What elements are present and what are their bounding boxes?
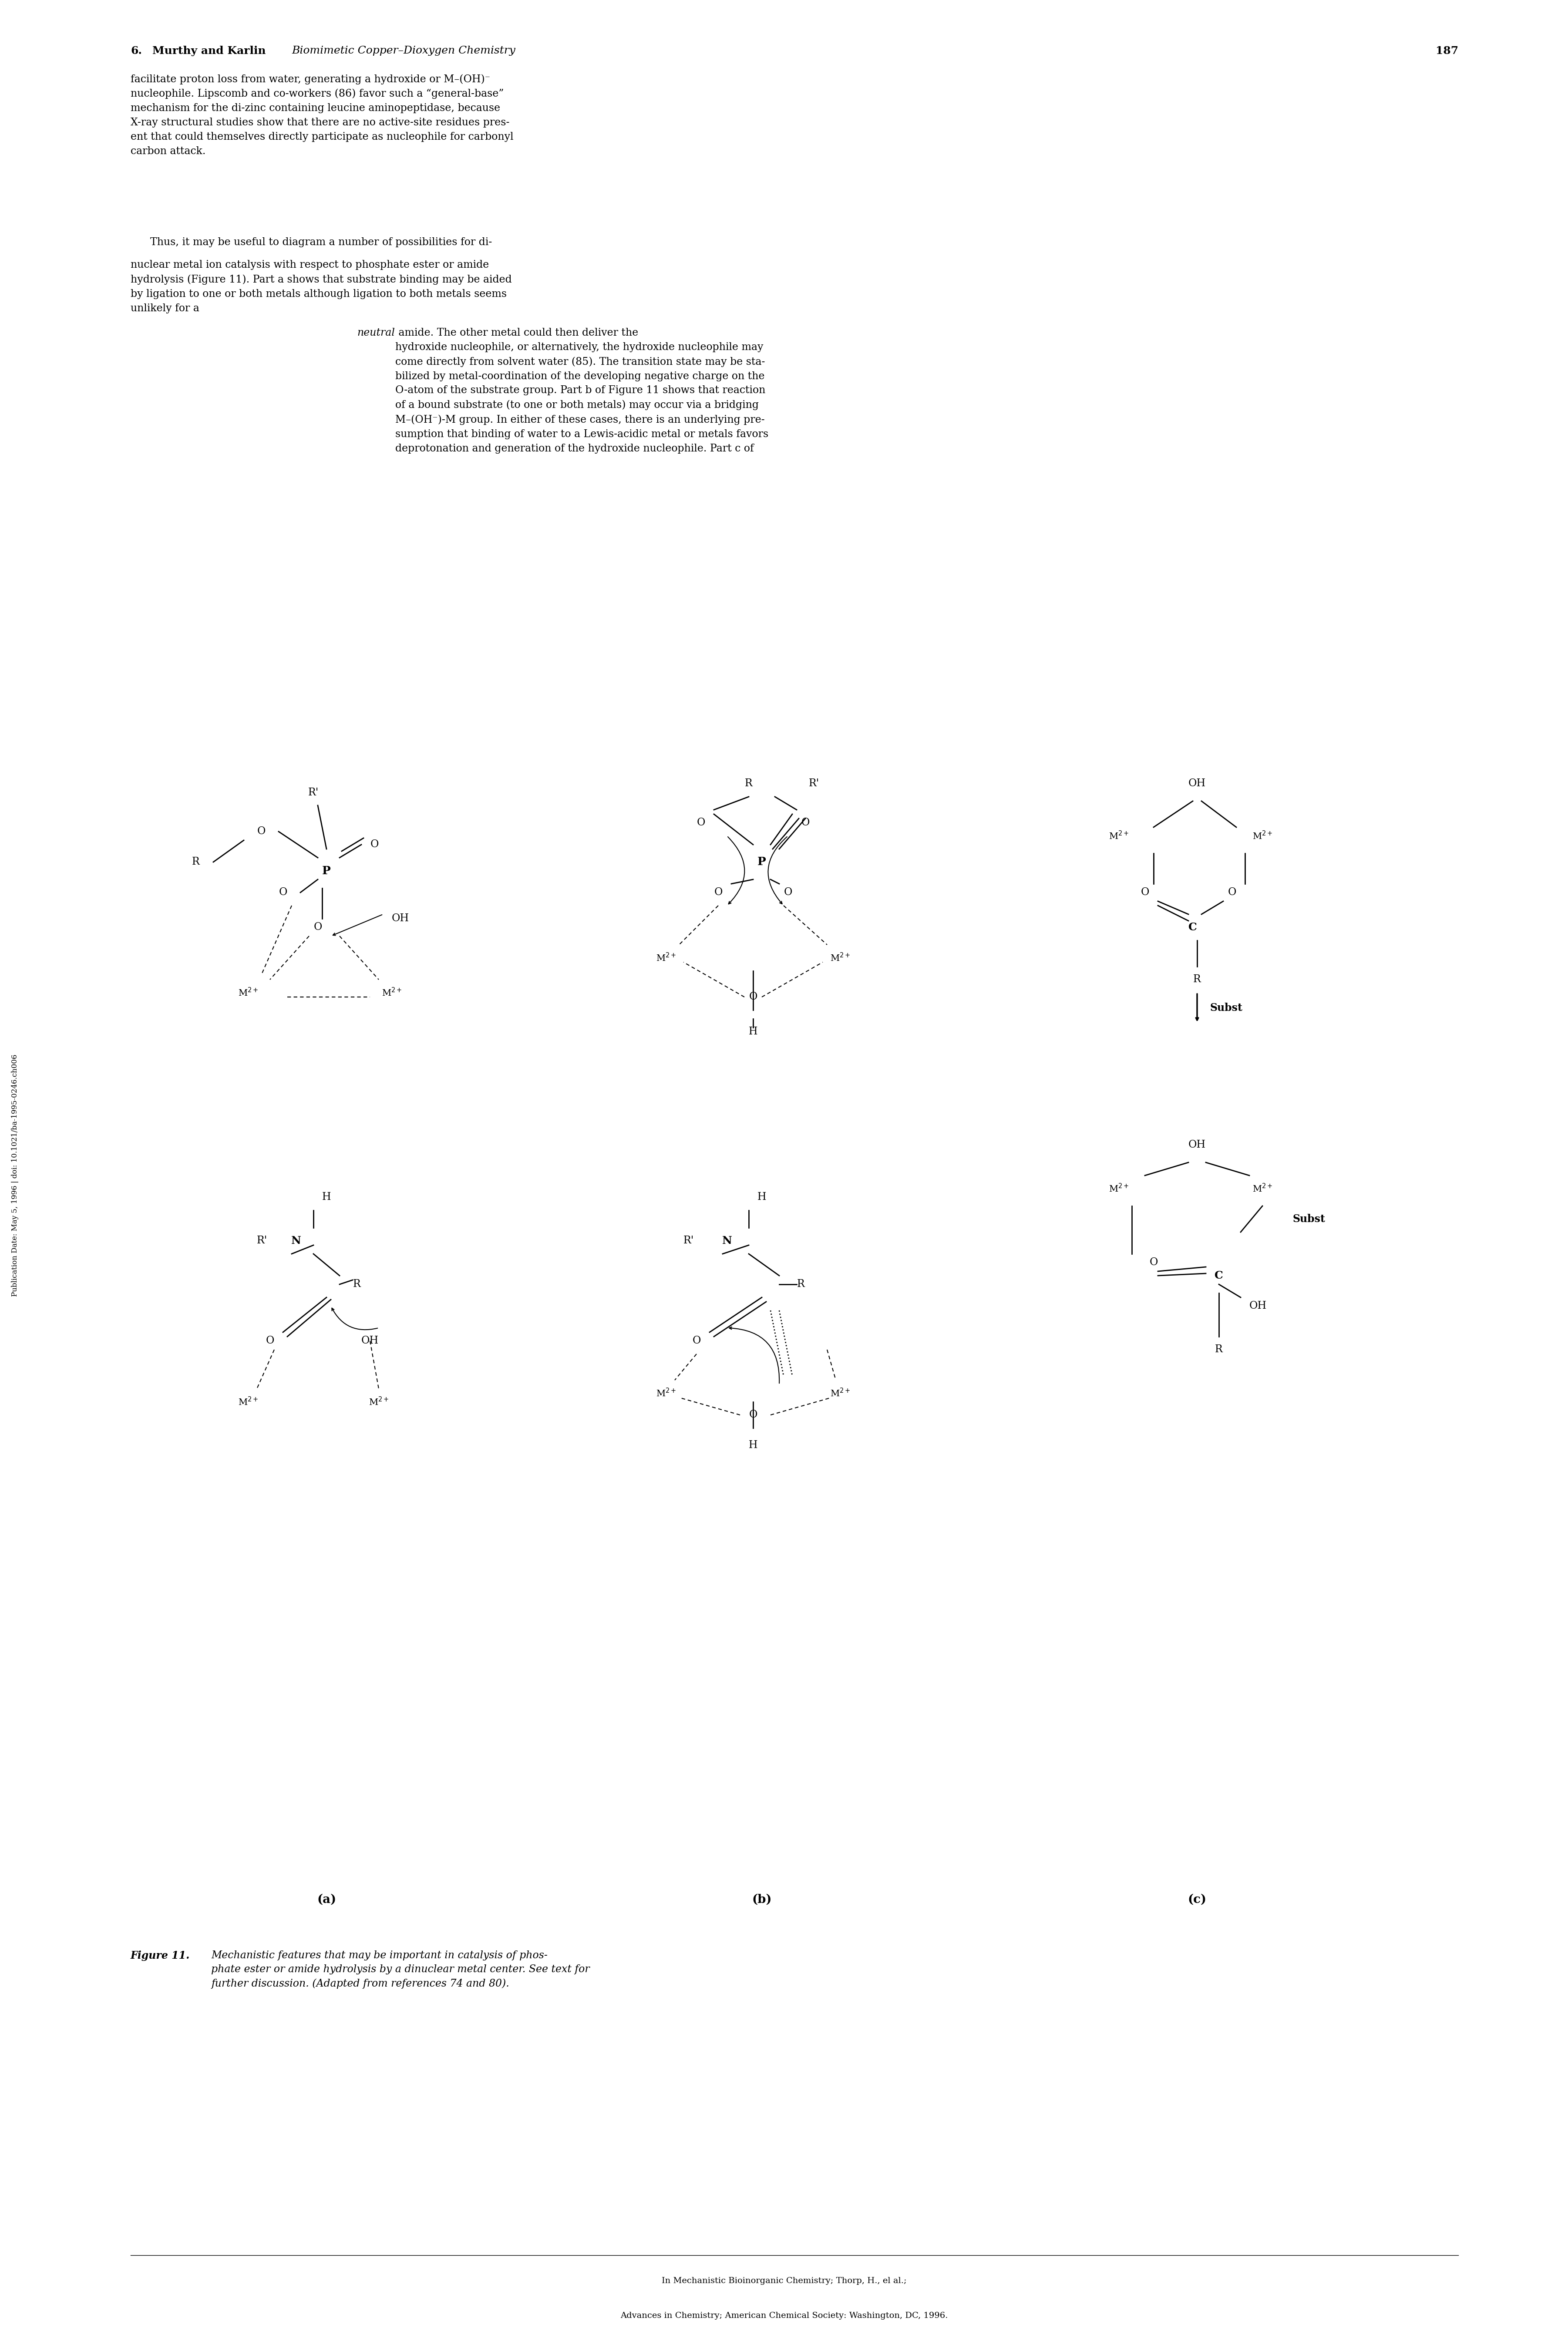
Text: 6.: 6. — [130, 45, 143, 56]
Text: R: R — [1193, 976, 1201, 985]
Text: Subst: Subst — [1210, 1002, 1243, 1013]
Text: M$^{2+}$: M$^{2+}$ — [1109, 1183, 1129, 1194]
Text: M$^{2+}$: M$^{2+}$ — [1109, 830, 1129, 842]
Text: M$^{2+}$: M$^{2+}$ — [238, 987, 259, 999]
Text: O: O — [1228, 889, 1236, 898]
Text: M$^{2+}$: M$^{2+}$ — [829, 952, 850, 964]
Text: H: H — [748, 1441, 757, 1451]
Text: OH: OH — [1189, 1140, 1206, 1150]
Text: O: O — [265, 1335, 274, 1345]
Text: O: O — [691, 1335, 701, 1345]
Text: (b): (b) — [753, 1895, 771, 1907]
Text: R: R — [745, 778, 753, 788]
Text: facilitate proton loss from water, generating a hydroxide or M–(OH)⁻
nucleophile: facilitate proton loss from water, gener… — [130, 73, 513, 155]
Text: Murthy and Karlin: Murthy and Karlin — [152, 45, 267, 56]
Text: nuclear metal ion catalysis with respect to phosphate ester or amide
hydrolysis : nuclear metal ion catalysis with respect… — [130, 261, 511, 313]
Text: P: P — [757, 856, 767, 868]
Text: O: O — [696, 818, 706, 828]
Text: N: N — [721, 1237, 732, 1246]
Text: M$^{2+}$: M$^{2+}$ — [368, 1396, 389, 1408]
Text: R': R' — [257, 1237, 268, 1246]
Text: O: O — [713, 889, 723, 898]
Text: Thus, it may be useful to diagram a number of possibilities for di-: Thus, it may be useful to diagram a numb… — [151, 237, 492, 247]
Text: C: C — [1189, 922, 1196, 933]
Text: O: O — [370, 839, 378, 849]
Text: O: O — [1149, 1258, 1157, 1267]
Text: R: R — [797, 1279, 804, 1288]
Text: M$^{2+}$: M$^{2+}$ — [655, 952, 676, 964]
Text: M$^{2+}$: M$^{2+}$ — [381, 987, 401, 999]
Text: R': R' — [809, 778, 820, 788]
Text: O: O — [314, 922, 321, 933]
Text: P: P — [321, 865, 331, 877]
Text: (a): (a) — [317, 1895, 336, 1907]
Text: Biomimetic Copper–Dioxygen Chemistry: Biomimetic Copper–Dioxygen Chemistry — [292, 45, 516, 56]
Text: C: C — [1215, 1270, 1223, 1281]
Text: Mechanistic features that may be important in catalysis of phos-
phate ester or : Mechanistic features that may be importa… — [212, 1951, 590, 1989]
Text: Advances in Chemistry; American Chemical Society: Washington, DC, 1996.: Advances in Chemistry; American Chemical… — [621, 2311, 947, 2320]
Text: OH: OH — [1250, 1300, 1267, 1312]
Text: H: H — [757, 1192, 767, 1201]
Text: R: R — [191, 858, 199, 868]
Text: M$^{2+}$: M$^{2+}$ — [1253, 830, 1273, 842]
Text: R': R' — [309, 788, 318, 797]
Text: O: O — [784, 889, 792, 898]
Text: O: O — [257, 828, 265, 837]
Text: O: O — [750, 992, 757, 1002]
Text: R: R — [353, 1279, 361, 1288]
Text: O: O — [1140, 889, 1149, 898]
Text: M$^{2+}$: M$^{2+}$ — [829, 1387, 850, 1399]
Text: R: R — [1215, 1345, 1223, 1354]
Text: R': R' — [684, 1237, 695, 1246]
Text: O: O — [750, 1411, 757, 1420]
Text: N: N — [292, 1237, 301, 1246]
Text: H: H — [321, 1192, 331, 1201]
Text: M$^{2+}$: M$^{2+}$ — [238, 1396, 259, 1408]
Text: (c): (c) — [1187, 1895, 1206, 1907]
Text: neutral: neutral — [358, 327, 395, 339]
Text: M$^{2+}$: M$^{2+}$ — [1253, 1183, 1273, 1194]
Text: Figure 11.: Figure 11. — [130, 1951, 190, 1961]
Text: OH: OH — [1189, 778, 1206, 788]
Text: Publication Date: May 5, 1996 | doi: 10.1021/ba-1995-0246.ch006: Publication Date: May 5, 1996 | doi: 10.… — [11, 1053, 19, 1298]
Text: Subst: Subst — [1294, 1213, 1325, 1225]
Text: O: O — [801, 818, 809, 828]
Text: H: H — [748, 1027, 757, 1037]
Text: 187: 187 — [1436, 45, 1458, 56]
Text: M$^{2+}$: M$^{2+}$ — [655, 1387, 676, 1399]
Text: O: O — [279, 889, 287, 898]
Text: In Mechanistic Bioinorganic Chemistry; Thorp, H., el al.;: In Mechanistic Bioinorganic Chemistry; T… — [662, 2278, 906, 2285]
Text: OH: OH — [392, 915, 409, 924]
Text: amide. The other metal could then deliver the
hydroxide nucleophile, or alternat: amide. The other metal could then delive… — [395, 327, 768, 454]
Text: OH: OH — [361, 1335, 379, 1345]
